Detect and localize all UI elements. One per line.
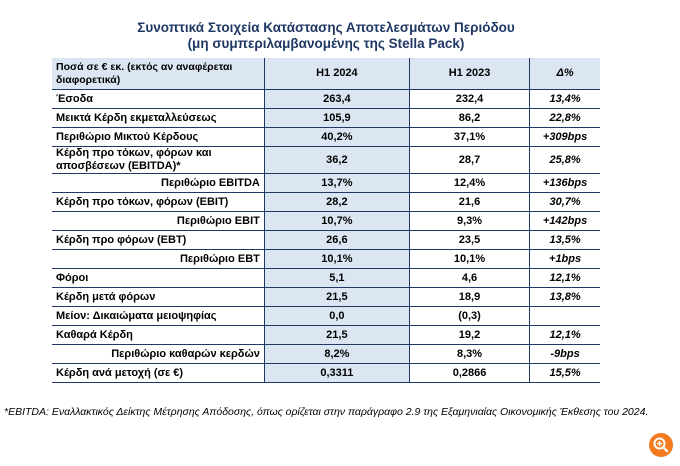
cell: 86,2 [408, 108, 530, 128]
cell: 12,1% [529, 268, 600, 288]
cell: 4,6 [408, 268, 530, 288]
cell: 37,1% [408, 127, 530, 147]
cell: Μείον: Δικαιώματα μειοψηφίας [52, 306, 265, 326]
table-row: Κέρδη μετά φόρων 21,5 18,9 13,8% [52, 287, 600, 307]
cell: 10,1% [263, 249, 410, 269]
cell: 28,7 [408, 146, 530, 174]
title-line: (μη συμπεριλαμβανομένης της Stella Pack) [187, 36, 465, 51]
table-row: Περιθώριο EBITDA 13,7% 12,4% +136bps [52, 173, 600, 193]
cell: Κέρδη προ τόκων, φόρων και αποσβέσεων (E… [52, 146, 265, 174]
cell: 23,5 [408, 230, 530, 250]
table-row: Καθαρά Κέρδη 21,5 19,2 12,1% [52, 325, 600, 345]
cell: 13,8% [529, 287, 600, 307]
table-row: Φόροι 5,1 4,6 12,1% [52, 268, 600, 288]
cell: Περιθώριο EBT [52, 249, 265, 269]
cell: 26,6 [263, 230, 410, 250]
table-row: Περιθώριο EBIT 10,7% 9,3% +142bps [52, 211, 600, 231]
cell: 30,7% [529, 192, 600, 212]
cell: Περιθώριο EBITDA [52, 173, 265, 193]
cell: H1 2024 [263, 58, 410, 90]
cell: Κέρδη προ τόκων, φόρων (EBIT) [52, 192, 265, 212]
table-row: Περιθώριο Μικτού Κέρδους 40,2% 37,1% +309bp… [52, 127, 600, 147]
table-row: Κέρδη προ τόκων, φόρων και αποσβέσεων (E… [52, 146, 600, 174]
cell: Περιθώριο EBIT [52, 211, 265, 231]
header-row: Ποσά σε € εκ. (εκτός αν αναφέρεται διαφο… [52, 58, 600, 90]
cell: 0,0 [263, 306, 410, 326]
cell: 10,1% [408, 249, 530, 269]
cell: +1bps [529, 249, 600, 269]
title-line: Συνοπτικά Στοιχεία Κατάστασης Αποτελεσμά… [137, 20, 515, 35]
cell: +309bps [529, 127, 600, 147]
cell: H1 2023 [408, 58, 530, 90]
cell: Περιθώριο καθαρών κερδών [52, 344, 265, 364]
cell: 8,2% [263, 344, 410, 364]
cell: Κέρδη μετά φόρων [52, 287, 265, 307]
table-row: Έσοδα 263,4 232,4 13,4% [52, 89, 600, 109]
cell: Μεικτά Κέρδη εκμεταλλεύσεως [52, 108, 265, 128]
cell: 105,9 [263, 108, 410, 128]
cell: 263,4 [263, 89, 410, 109]
table-row: Κέρδη προ φόρων (EBT) 26,6 23,5 13,5% [52, 230, 600, 250]
cell: 13,7% [263, 173, 410, 193]
results-table: Ποσά σε € εκ. (εκτός αν αναφέρεται διαφο… [52, 58, 600, 383]
cell: 19,2 [408, 325, 530, 345]
table-row: Περιθώριο καθαρών κερδών 8,2% 8,3% -9bps [52, 344, 600, 364]
cell: Κέρδη προ φόρων (EBT) [52, 230, 265, 250]
cell: 12,1% [529, 325, 600, 345]
table-row: Περιθώριο EBT 10,1% 10,1% +1bps [52, 249, 600, 269]
zoom-button[interactable] [648, 432, 674, 458]
cell: Φόροι [52, 268, 265, 288]
cell: 0,2866 [408, 363, 530, 383]
cell: -9bps [529, 344, 600, 364]
cell: Δ% [529, 58, 600, 90]
cell: (0,3) [408, 306, 530, 326]
table-row: Κέρδη προ τόκων, φόρων (EBIT) 28,2 21,6 30,… [52, 192, 600, 212]
table-row: Κέρδη ανά μετοχή (σε €) 0,3311 0,2866 15,5% [52, 363, 600, 383]
cell [529, 306, 600, 326]
table-row: Μείον: Δικαιώματα μειοψηφίας 0,0 (0,3) [52, 306, 600, 326]
cell: 10,7% [263, 211, 410, 231]
cell: 13,4% [529, 89, 600, 109]
cell: +136bps [529, 173, 600, 193]
cell: 9,3% [408, 211, 530, 231]
cell: 25,8% [529, 146, 600, 174]
cell: Κέρδη ανά μετοχή (σε €) [52, 363, 265, 383]
cell: 232,4 [408, 89, 530, 109]
cell: 36,2 [263, 146, 410, 174]
cell: 18,9 [408, 287, 530, 307]
cell: Καθαρά Κέρδη [52, 325, 265, 345]
cell: 8,3% [408, 344, 530, 364]
title: Συνοπτικά Στοιχεία Κατάστασης Αποτελεσμά… [0, 20, 652, 52]
cell: 22,8% [529, 108, 600, 128]
cell: Ποσά σε € εκ. (εκτός αν αναφέρεται διαφο… [52, 58, 265, 90]
cell: 5,1 [263, 268, 410, 288]
footnote: *EBITDA: Εναλλακτικός Δείκτης Μέτρησης Α… [4, 406, 649, 418]
cell: 15,5% [529, 363, 600, 383]
cell: 13,5% [529, 230, 600, 250]
cell: 21,6 [408, 192, 530, 212]
table-row: Μεικτά Κέρδη εκμεταλλεύσεως 105,9 86,2 22,8… [52, 108, 600, 128]
cell: +142bps [529, 211, 600, 231]
cell: 21,5 [263, 325, 410, 345]
cell: Έσοδα [52, 89, 265, 109]
cell: Περιθώριο Μικτού Κέρδους [52, 127, 265, 147]
cell: 28,2 [263, 192, 410, 212]
cell: 12,4% [408, 173, 530, 193]
cell: 40,2% [263, 127, 410, 147]
cell: 0,3311 [263, 363, 410, 383]
cell: 21,5 [263, 287, 410, 307]
